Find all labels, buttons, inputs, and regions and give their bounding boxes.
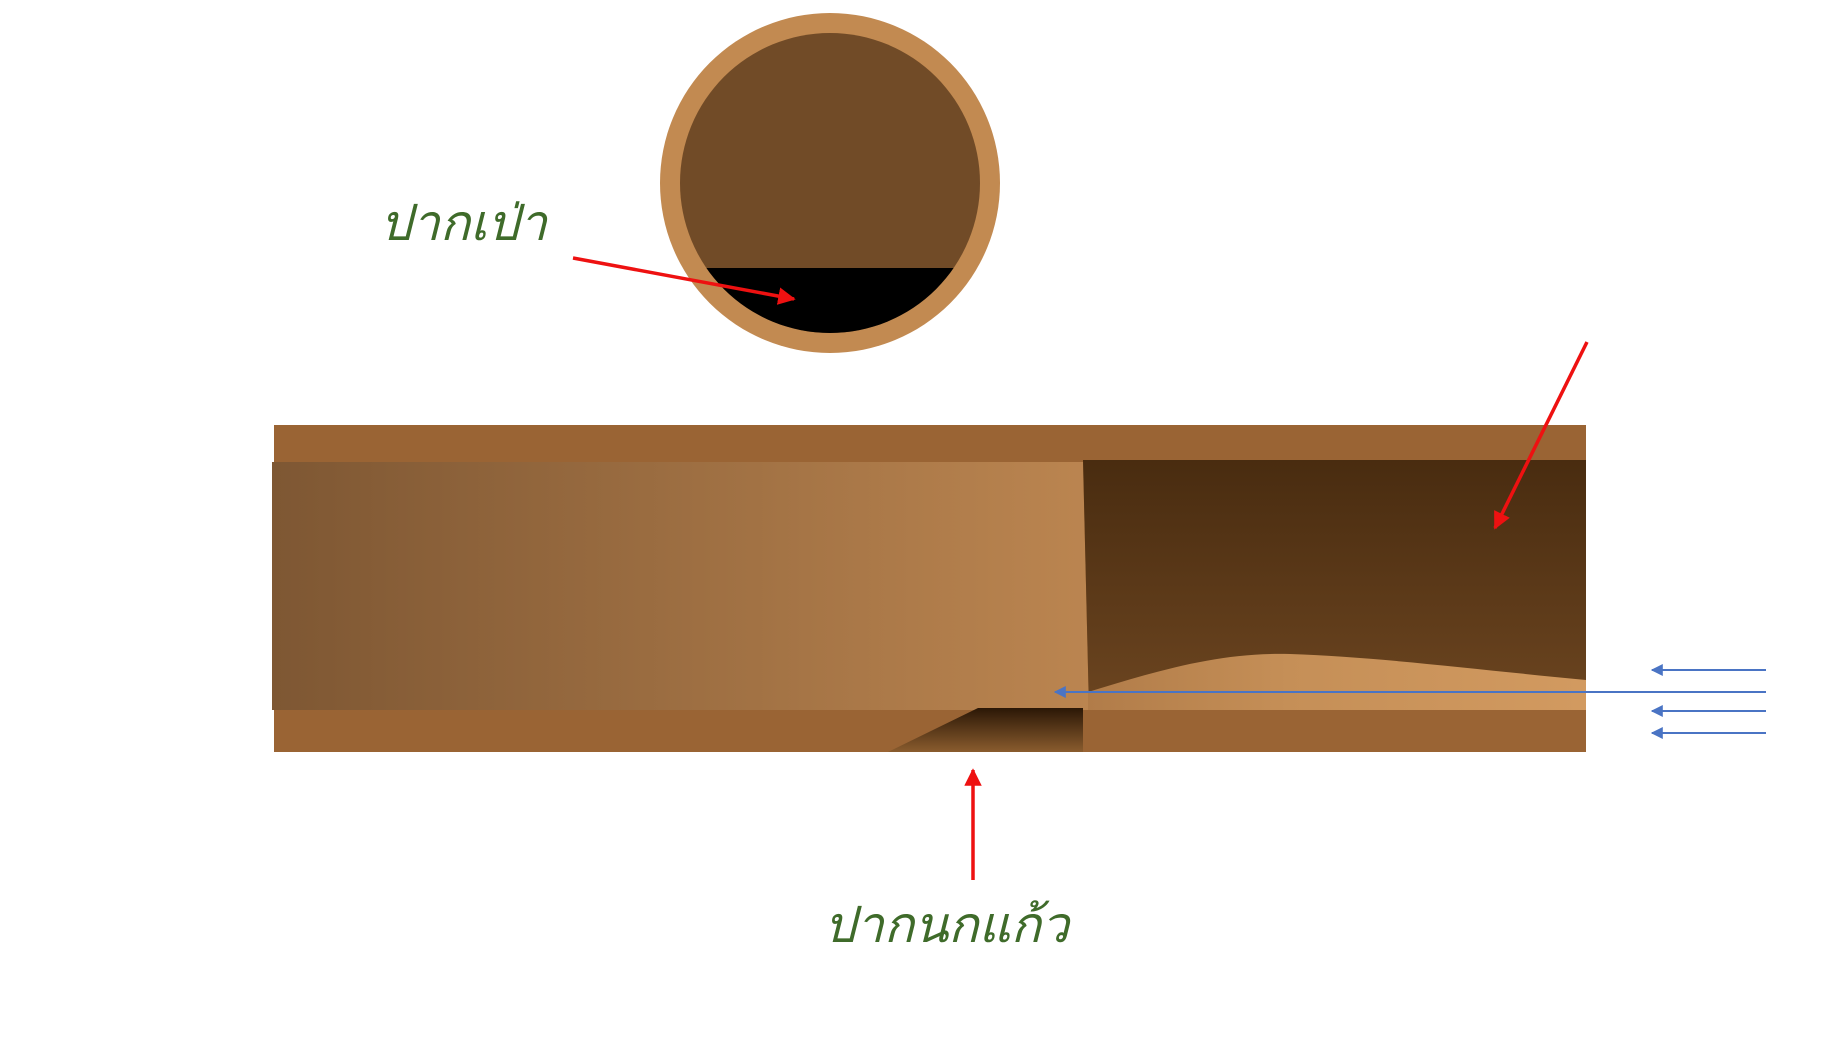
mouthpiece-label: ปากเป่า	[380, 194, 549, 252]
mouthpiece-pointer-arrow	[572, 256, 796, 305]
labium-label: ปากนกแก้ว	[824, 896, 1072, 954]
resonator-bore	[1083, 460, 1586, 710]
end-view	[660, 13, 1000, 353]
side-view	[272, 425, 1586, 752]
bore-pointer-arrow	[1493, 341, 1589, 530]
airflow-arrows	[1053, 664, 1766, 739]
plug-block	[272, 462, 1089, 710]
wind-channel	[1088, 653, 1586, 710]
end-view-bore	[680, 33, 980, 333]
pointer-arrows	[572, 256, 1589, 880]
labium-edge	[888, 708, 1083, 752]
